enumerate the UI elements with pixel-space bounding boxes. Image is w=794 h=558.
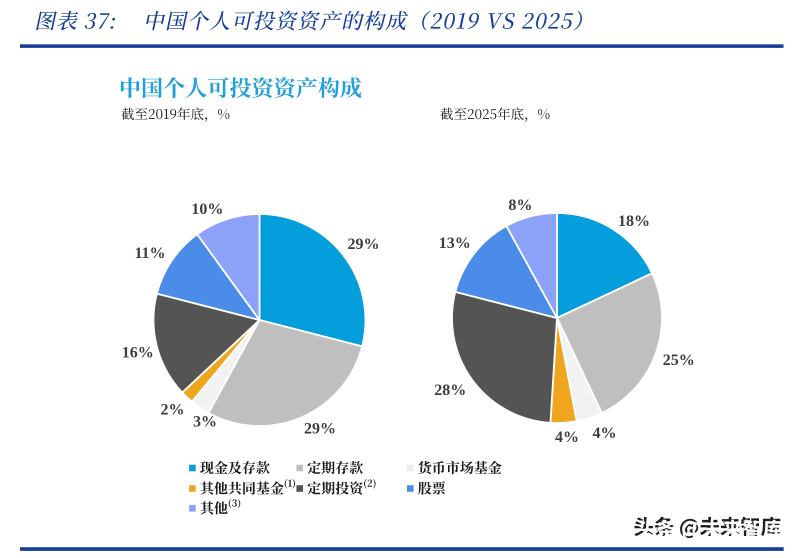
- svg-text:29%: 29%: [348, 236, 380, 253]
- svg-text:10%: 10%: [191, 201, 223, 218]
- svg-text:3%: 3%: [193, 414, 217, 431]
- svg-text:11%: 11%: [134, 245, 165, 262]
- svg-text:8%: 8%: [508, 197, 532, 214]
- svg-text:16%: 16%: [122, 345, 154, 362]
- svg-text:2%: 2%: [161, 402, 185, 419]
- svg-text:29%: 29%: [304, 421, 336, 438]
- svg-text:18%: 18%: [618, 213, 650, 230]
- svg-text:25%: 25%: [663, 352, 695, 369]
- svg-text:28%: 28%: [434, 382, 466, 399]
- svg-text:4%: 4%: [555, 429, 579, 446]
- svg-text:4%: 4%: [593, 425, 617, 442]
- svg-text:13%: 13%: [439, 235, 471, 252]
